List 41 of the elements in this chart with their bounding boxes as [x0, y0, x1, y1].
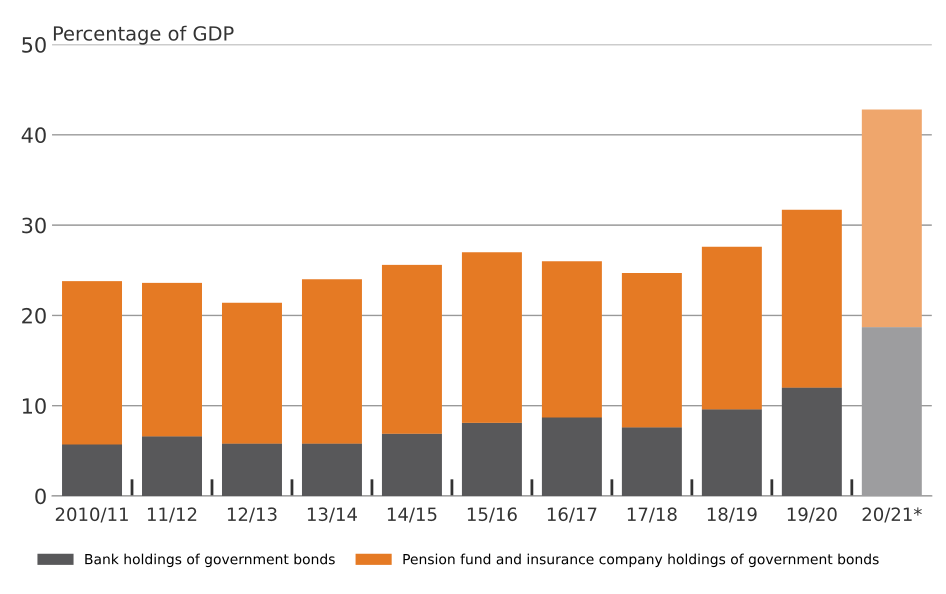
y-axis-title: Percentage of GDP — [54, 26, 234, 45]
bar — [142, 436, 202, 496]
legend-label: Pension fund and insurance company holdings of government bonds — [403, 554, 879, 568]
bar — [622, 272, 682, 428]
x-tick-label: 11/12 — [148, 507, 196, 522]
y-tick-label: 0 — [35, 488, 46, 504]
bar — [542, 417, 602, 496]
y-tick-label: 10 — [22, 398, 46, 414]
bar — [302, 279, 362, 444]
bar — [542, 261, 602, 418]
bar — [702, 409, 762, 496]
bar — [622, 427, 682, 496]
bar — [302, 444, 362, 496]
bar — [142, 282, 202, 436]
bar — [62, 444, 122, 496]
x-tick-label: 13/14 — [308, 507, 357, 522]
y-tick-label: 40 — [22, 127, 46, 144]
x-tick-label: 16/17 — [548, 507, 596, 522]
bar — [62, 281, 122, 445]
y-tick-label: 30 — [22, 218, 46, 234]
bar — [222, 302, 282, 444]
bar — [702, 246, 762, 410]
x-tick-label: 17/18 — [628, 507, 677, 522]
bar — [462, 422, 522, 496]
x-tick-label: 19/20 — [788, 507, 837, 522]
x-tick-label: 20/21* — [862, 507, 922, 522]
x-tick-label: 15/16 — [468, 507, 517, 522]
bar — [782, 210, 842, 388]
y-tick-label: 20 — [22, 308, 46, 324]
bar — [462, 252, 522, 423]
legend-label: Bank holdings of government bonds — [85, 554, 335, 568]
bar — [382, 264, 442, 434]
x-tick-label: 18/19 — [708, 507, 757, 522]
x-tick-label: 2010/11 — [56, 507, 128, 522]
x-tick-label: 14/15 — [388, 508, 436, 522]
y-tick-label: 50 — [22, 37, 46, 53]
bar — [782, 388, 842, 496]
bar — [222, 444, 282, 496]
bar — [862, 110, 922, 328]
x-tick-label: 12/13 — [228, 507, 277, 522]
bar — [382, 434, 442, 496]
